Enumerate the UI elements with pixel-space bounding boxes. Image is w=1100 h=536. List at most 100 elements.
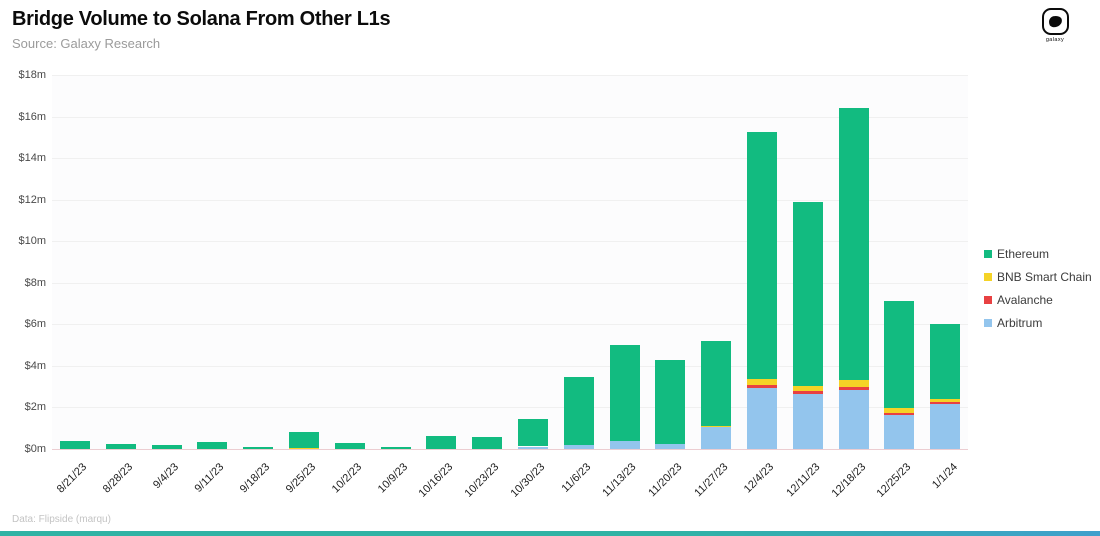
legend-swatch-icon <box>984 250 992 258</box>
bar-segment-avalanche <box>930 402 961 405</box>
bar-segment-arbitrum <box>792 393 823 449</box>
y-axis-tick-label: $12m <box>18 193 46 206</box>
bar-segment-arbitrum <box>655 443 686 449</box>
legend-label: Arbitrum <box>997 316 1043 330</box>
gridline <box>52 116 968 118</box>
bar-segment-ethereum <box>334 442 365 449</box>
gridline <box>52 75 968 76</box>
bar-segment-bnb-smart-chain <box>838 380 869 387</box>
source-subtitle: Source: Galaxy Research <box>12 36 161 51</box>
bar-segment-ethereum <box>197 441 228 449</box>
bar-segment-arbitrum <box>517 446 548 449</box>
bar-segment-bnb-smart-chain <box>701 425 732 428</box>
bar-segment-bnb-smart-chain <box>288 448 319 450</box>
bar-segment-bnb-smart-chain <box>930 399 961 403</box>
bar-segment-avalanche <box>838 386 869 390</box>
bar-segment-ethereum <box>472 437 503 449</box>
x-axis-tick-label: 10/23/23 <box>462 461 502 500</box>
legend-label: Avalanche <box>997 293 1053 307</box>
legend-label: Ethereum <box>997 247 1050 261</box>
bar-segment-ethereum <box>288 432 319 449</box>
x-axis-tick-label: 9/11/23 <box>192 461 227 495</box>
x-axis-tick-label: 10/30/23 <box>508 461 548 500</box>
legend-swatch-icon <box>984 319 992 327</box>
galaxy-logo-icon <box>1041 8 1069 35</box>
x-axis-tick-label: 9/25/23 <box>283 461 319 496</box>
x-axis-tick-label: 9/4/23 <box>150 461 181 492</box>
bar-segment-ethereum <box>609 345 640 442</box>
x-axis-tick-label: 12/4/23 <box>741 461 777 496</box>
legend-item-arbitrum: Arbitrum <box>984 316 1092 330</box>
bar-segment-ethereum <box>701 340 732 426</box>
legend-swatch-icon <box>984 273 992 281</box>
bar-segment-ethereum <box>792 201 823 386</box>
bar-segment-arbitrum <box>930 404 961 449</box>
bar-segment-ethereum <box>426 435 457 449</box>
bar-segment-arbitrum <box>563 445 594 449</box>
gridline <box>52 324 968 326</box>
x-axis-tick-label: 10/2/23 <box>329 461 365 496</box>
y-axis-tick-label: $4m <box>24 359 46 372</box>
bar-segment-avalanche <box>746 384 777 388</box>
chart-legend: Ethereum BNB Smart Chain Avalanche Arbitrum <box>984 247 1092 339</box>
bar-segment-ethereum <box>243 447 274 449</box>
x-axis-tick-label: 12/25/23 <box>875 461 914 500</box>
x-axis-line <box>52 449 968 450</box>
gridline <box>52 365 968 367</box>
x-axis-tick-label: 8/28/23 <box>100 461 136 496</box>
bar-segment-arbitrum <box>701 427 732 449</box>
plot-background <box>52 75 968 449</box>
bar-segment-ethereum <box>563 377 594 446</box>
bar-segment-bnb-smart-chain <box>884 408 915 413</box>
x-axis-tick-label: 10/9/23 <box>375 461 410 496</box>
y-axis-tick-label: $2m <box>24 401 46 414</box>
x-axis-tick-label: 11/20/23 <box>646 461 685 500</box>
gridline <box>52 282 968 284</box>
gridline <box>52 407 968 409</box>
gridline <box>52 158 968 160</box>
x-axis-tick-label: 8/21/23 <box>54 461 90 496</box>
x-axis-tick-label: 1/1/24 <box>929 461 960 492</box>
data-attribution: Data: Flipside (marqu) <box>12 514 111 525</box>
bar-segment-bnb-smart-chain <box>746 379 777 385</box>
bar-segment-ethereum <box>746 132 777 380</box>
y-axis-tick-label: $18m <box>18 69 46 81</box>
bar-segment-arbitrum <box>746 387 777 449</box>
x-axis-tick-label: 11/6/23 <box>559 461 594 495</box>
bar-segment-ethereum <box>151 445 182 449</box>
x-axis-tick-label: 11/27/23 <box>692 461 731 500</box>
bar-segment-ethereum <box>517 418 548 447</box>
bar-segment-ethereum <box>930 324 961 400</box>
bar-segment-arbitrum <box>609 441 640 449</box>
y-axis-tick-label: $0m <box>24 443 46 455</box>
bar-segment-ethereum <box>655 359 686 444</box>
legend-item-bnb-smart-chain: BNB Smart Chain <box>984 270 1092 284</box>
galaxy-logo: galaxy <box>1038 8 1072 48</box>
gridline <box>52 241 968 243</box>
y-axis-tick-label: $10m <box>18 235 46 248</box>
bottom-accent-strip <box>0 531 1100 536</box>
gridline <box>52 199 968 201</box>
x-axis-tick-label: 12/18/23 <box>829 461 868 500</box>
bar-segment-bnb-smart-chain <box>792 385 823 391</box>
legend-item-avalanche: Avalanche <box>984 293 1092 307</box>
legend-item-ethereum: Ethereum <box>984 247 1092 261</box>
bar-segment-arbitrum <box>838 389 869 449</box>
bar-segment-ethereum <box>105 444 136 449</box>
y-axis-tick-label: $6m <box>24 318 46 331</box>
legend-label: BNB Smart Chain <box>997 270 1092 284</box>
bar-segment-ethereum <box>838 108 869 381</box>
bar-segment-arbitrum <box>884 414 915 449</box>
y-axis-tick-label: $16m <box>18 110 46 123</box>
x-axis-tick-label: 10/16/23 <box>417 461 456 500</box>
y-axis-tick-label: $8m <box>24 276 46 289</box>
bar-segment-ethereum <box>884 301 915 409</box>
page-title: Bridge Volume to Solana From Other L1s <box>12 8 391 30</box>
bar-segment-avalanche <box>884 412 915 415</box>
bar-segment-ethereum <box>380 446 411 449</box>
legend-swatch-icon <box>984 296 992 304</box>
galaxy-logo-label: galaxy <box>1045 37 1065 43</box>
x-axis-tick-label: 12/11/23 <box>783 461 823 500</box>
bar-segment-avalanche <box>792 390 823 394</box>
